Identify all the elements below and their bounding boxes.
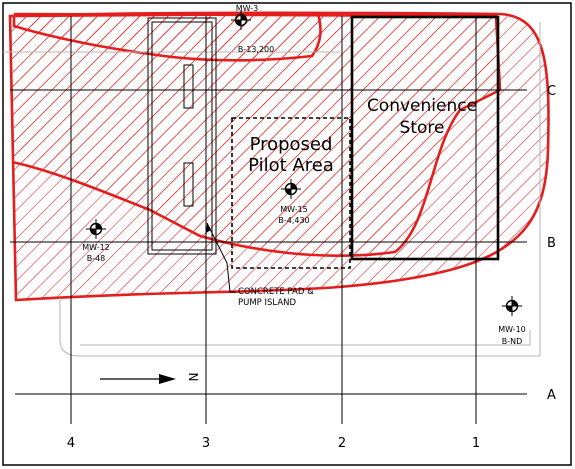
grid-row-label-a: A bbox=[547, 388, 556, 403]
plume-mid-contour bbox=[11, 12, 502, 257]
concrete-pad-leader bbox=[206, 222, 236, 293]
proposed-label-line2: Pilot Area bbox=[248, 155, 334, 176]
proposed-label-line1: Proposed bbox=[250, 134, 333, 155]
pad-label-line1: CONCRETE PAD & bbox=[238, 287, 314, 297]
convenience-store bbox=[350, 15, 500, 261]
well-mw-10-value: B-ND bbox=[502, 337, 523, 346]
grid-row-label-c: C bbox=[547, 84, 556, 99]
well-mw-10-id: MW-10 bbox=[498, 325, 526, 334]
well-mw-15: MW-15 B-4,430 bbox=[278, 179, 310, 225]
well-mw-15-id: MW-15 bbox=[280, 205, 308, 214]
grid-col-label-1: 1 bbox=[472, 436, 480, 451]
well-mw-12: MW-12 B-48 bbox=[82, 219, 110, 263]
pad-label-line2: PUMP ISLAND bbox=[238, 298, 297, 308]
well-mw-15-value: B-4,430 bbox=[278, 216, 309, 225]
grid-lines bbox=[10, 16, 527, 424]
well-mw-3: MW-3 B-13,200 bbox=[231, 4, 274, 54]
well-mw-10: MW-10 B-ND bbox=[498, 296, 526, 346]
well-mw-3-id: MW-3 bbox=[236, 4, 258, 13]
pump-island-north bbox=[183, 64, 194, 109]
store-label-line1: Convenience bbox=[367, 96, 477, 116]
well-mw-3-value: B-13,200 bbox=[238, 45, 274, 54]
plume-high-contour bbox=[12, 12, 322, 62]
grid-row-label-b: B bbox=[547, 236, 556, 251]
faint-linework bbox=[3, 22, 541, 357]
well-mw-12-value: B-48 bbox=[87, 254, 106, 263]
well-mw-12-id: MW-12 bbox=[82, 243, 110, 252]
north-label: N bbox=[186, 373, 200, 382]
pump-island-south bbox=[183, 162, 194, 207]
leader-arrowhead bbox=[206, 223, 211, 233]
concrete-pad-outline bbox=[147, 17, 217, 255]
north-arrow-icon bbox=[159, 374, 176, 384]
grid-col-label-3: 3 bbox=[202, 436, 210, 451]
proposed-pilot-area bbox=[231, 117, 351, 269]
grid-col-label-2: 2 bbox=[338, 436, 346, 451]
north-arrow: N bbox=[100, 373, 200, 384]
grid-col-label-4: 4 bbox=[67, 436, 75, 451]
store-label-line2: Store bbox=[400, 118, 445, 138]
